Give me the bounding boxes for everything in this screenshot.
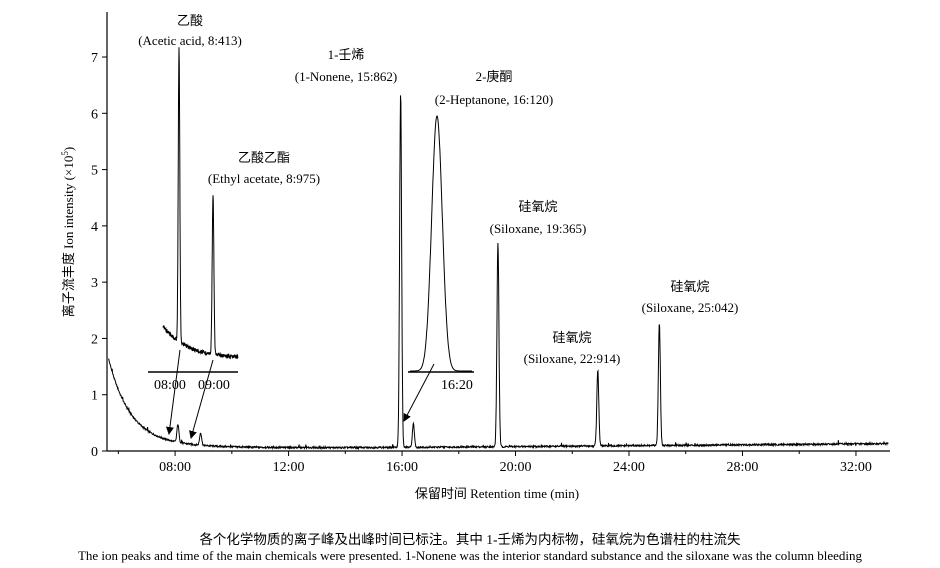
y-tick-label: 0 [91, 445, 98, 460]
y-axis-title: 离子流丰度 Ion intensity (×105) [60, 147, 76, 317]
annotation-nonene-en: (1-Nonene, 15:862) [295, 69, 398, 84]
y-tick-label: 7 [91, 51, 98, 66]
y-tick-label: 1 [91, 389, 98, 404]
x-tick-label: 08:00 [159, 460, 191, 475]
inset-acetate: 08:00 09:00 [148, 47, 239, 393]
x-tick-label: 16:00 [386, 460, 418, 475]
annotation-siloxane-22: 硅氧烷 (Siloxane, 22:914) [524, 330, 621, 366]
inset-heptanone: 16:20 [408, 115, 474, 393]
annotation-siloxane-19-cn: 硅氧烷 [518, 199, 557, 214]
arrow-ethyl-acetate [189, 359, 214, 439]
y-tick-label: 6 [91, 107, 98, 122]
figure-caption-en: The ion peaks and time of the main chemi… [77, 548, 863, 563]
y-axis-title-close: ) [61, 147, 76, 151]
annotation-siloxane-19-en: (Siloxane, 19:365) [490, 221, 587, 236]
annotation-acetic-acid-cn: 乙酸 [177, 13, 203, 28]
y-tick-label: 4 [91, 220, 98, 235]
inset-acetate-trace [162, 47, 239, 360]
x-tick-label: 12:00 [273, 460, 305, 475]
y-ticks: 0 1 2 3 4 5 6 7 [91, 51, 107, 460]
inset-acetate-tick-0900: 09:00 [198, 378, 230, 393]
x-axis-title: 保留时间 Retention time (min) [415, 486, 579, 501]
y-tick-label: 3 [91, 276, 98, 291]
annotation-ethyl-acetate-cn: 乙酸乙酯 [238, 150, 290, 165]
annotation-heptanone-cn: 2-庚酮 [476, 69, 513, 84]
y-axis-title-main: 离子流丰度 Ion intensity (×10 [61, 156, 76, 318]
annotation-nonene-cn: 1-壬烯 [328, 47, 365, 62]
arrow-acetic-acid [165, 349, 181, 435]
annotation-siloxane-22-en: (Siloxane, 22:914) [524, 351, 621, 366]
arrow-heptanone [403, 363, 435, 422]
inset-heptanone-trace [410, 115, 472, 372]
inset-heptanone-tick-1620: 16:20 [441, 378, 473, 393]
y-tick-label: 5 [91, 164, 98, 179]
x-ticks: 08:00 12:00 16:00 20:00 24:00 28:00 32:00 [117, 451, 872, 475]
annotation-siloxane-25-cn: 硅氧烷 [670, 279, 709, 294]
chromatogram-trace [108, 95, 889, 451]
annotation-ethyl-acetate: 乙酸乙酯 (Ethyl acetate, 8:975) [208, 150, 320, 186]
x-tick-label: 32:00 [840, 460, 872, 475]
annotation-siloxane-19: 硅氧烷 (Siloxane, 19:365) [490, 199, 587, 236]
annotation-acetic-acid: 乙酸 (Acetic acid, 8:413) [138, 13, 242, 48]
annotation-siloxane-25-en: (Siloxane, 25:042) [642, 300, 739, 315]
y-axis-title-exponent: 5 [60, 151, 70, 156]
figure-caption-cn: 各个化学物质的离子峰及出峰时间已标注。其中 1-壬烯为内标物，硅氧烷为色谱柱的柱… [199, 532, 741, 547]
annotation-siloxane-22-cn: 硅氧烷 [552, 330, 591, 345]
y-tick-label: 2 [91, 332, 98, 347]
annotation-acetic-acid-en: (Acetic acid, 8:413) [138, 33, 242, 48]
annotation-siloxane-25: 硅氧烷 (Siloxane, 25:042) [642, 279, 739, 315]
annotation-ethyl-acetate-en: (Ethyl acetate, 8:975) [208, 171, 320, 186]
annotation-heptanone-en: (2-Heptanone, 16:120) [435, 92, 553, 107]
annotation-nonene: 1-壬烯 (1-Nonene, 15:862) [295, 47, 398, 84]
x-tick-label: 24:00 [613, 460, 645, 475]
x-tick-label: 28:00 [727, 460, 759, 475]
inset-acetate-tick-0800: 08:00 [154, 378, 186, 393]
annotation-heptanone: 2-庚酮 (2-Heptanone, 16:120) [435, 69, 553, 107]
x-tick-label: 20:00 [500, 460, 532, 475]
